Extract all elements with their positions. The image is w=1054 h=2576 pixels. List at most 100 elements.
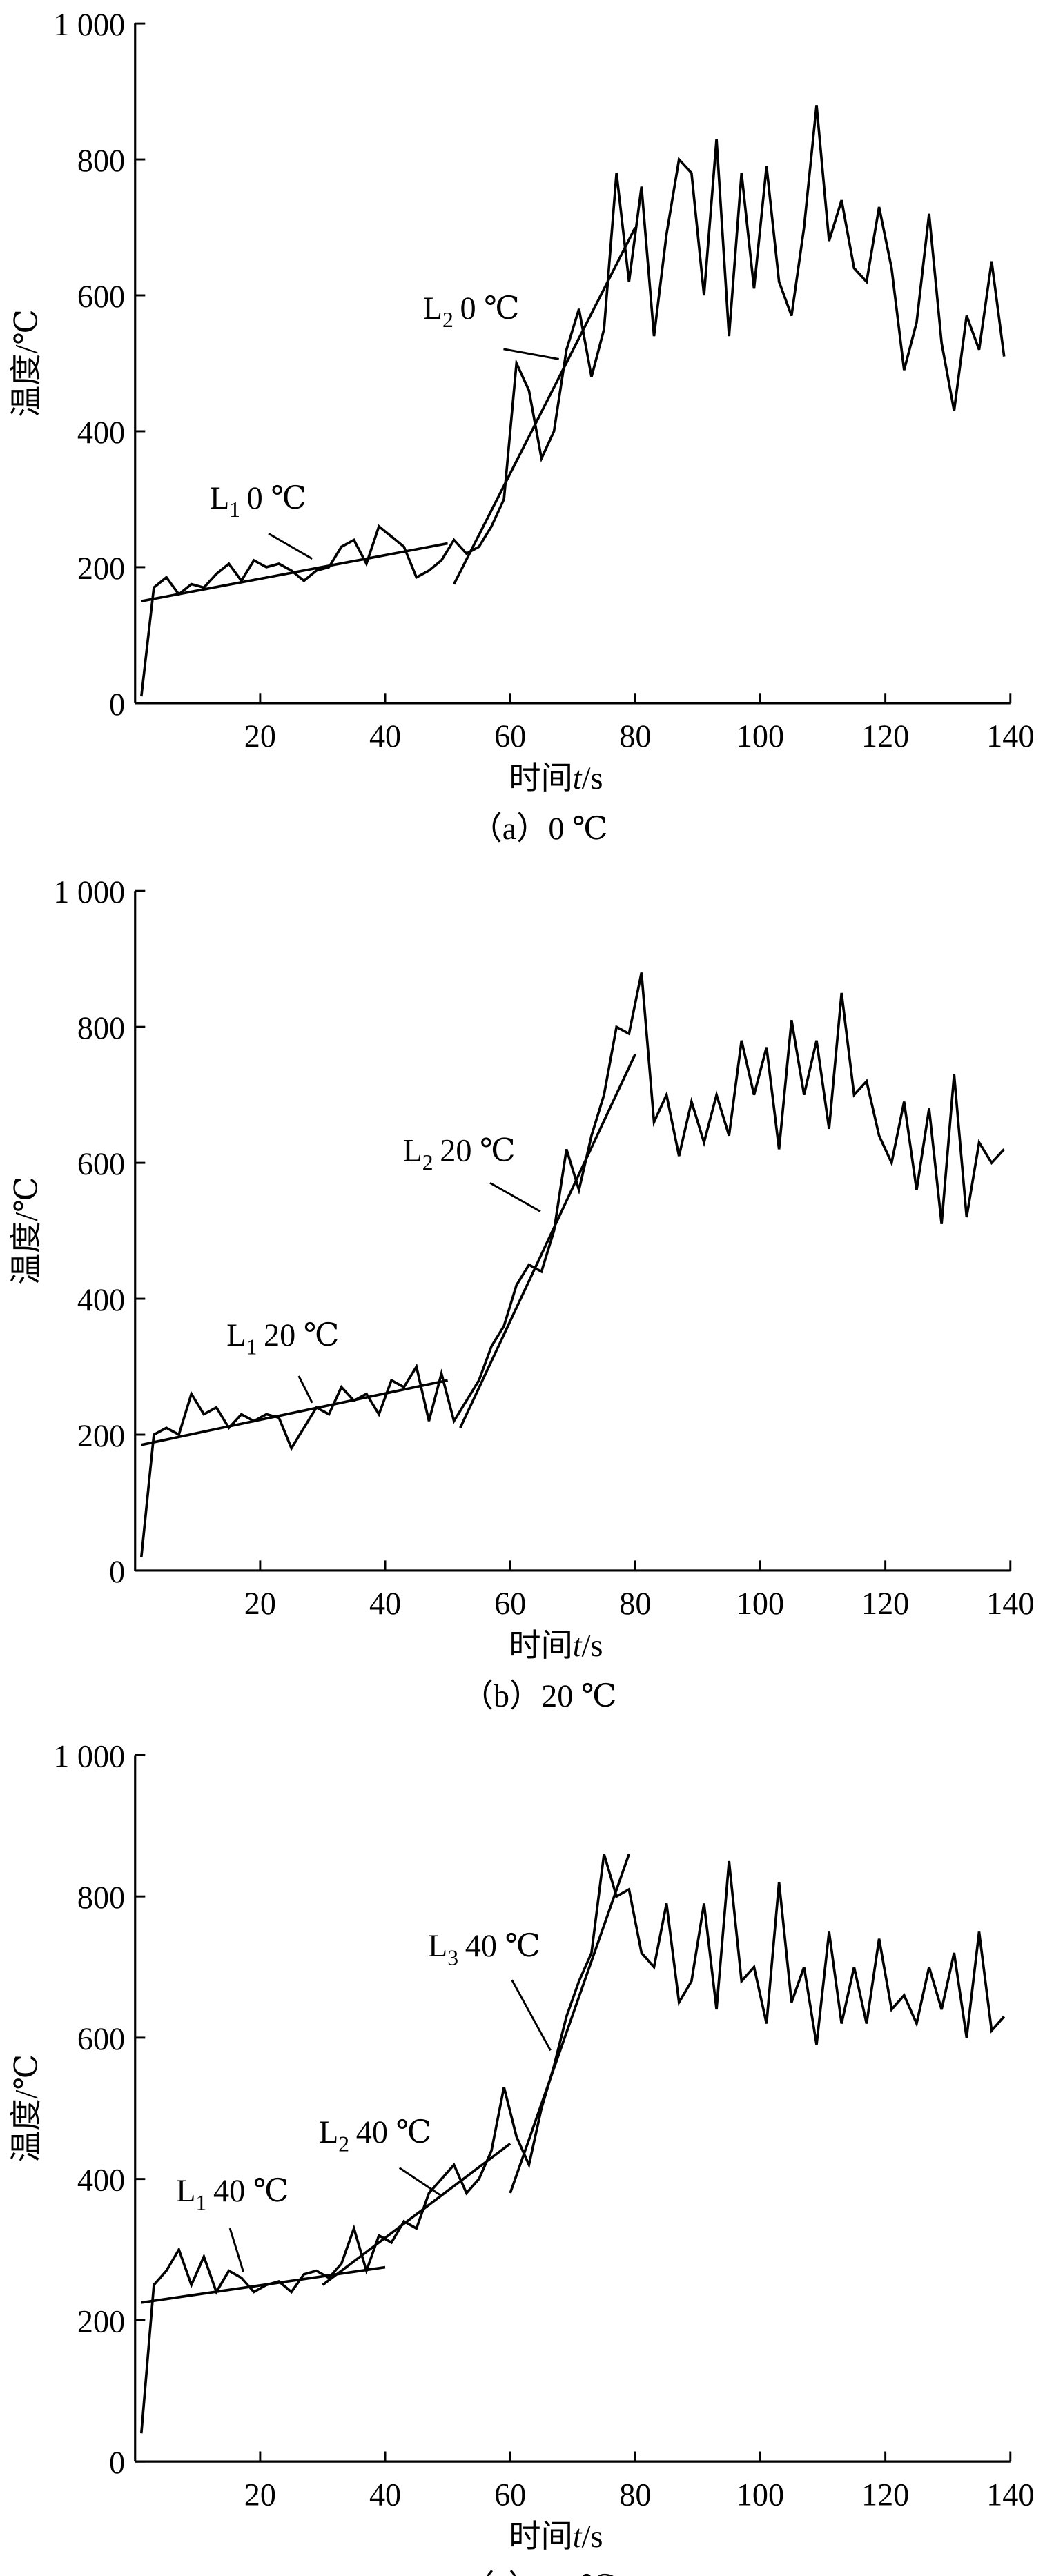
caption: （a）0 ℃ [471, 811, 608, 846]
x-tick-label: 60 [494, 1586, 526, 1621]
annotation-main: L [428, 1928, 447, 1963]
annotation: L2 20 ℃ [403, 1133, 516, 1174]
x-axis-label-part: t [573, 1628, 583, 1663]
x-axis-label-part: /s [582, 760, 603, 796]
annotation-leader [268, 533, 313, 560]
y-tick-label: 1 000 [53, 7, 125, 42]
x-tick-label: 20 [244, 1586, 276, 1621]
annotation-rest: 40 ℃ [356, 2114, 431, 2150]
data-line [139, 105, 1006, 697]
annotation-main: L [403, 1133, 422, 1168]
annotation-leader [503, 348, 559, 360]
x-tick-label: 40 [369, 2477, 401, 2512]
annotation-rest: 0 ℃ [460, 291, 519, 326]
annotation: L2 40 ℃ [319, 2114, 431, 2156]
y-tick-label: 200 [77, 551, 125, 586]
y-tick-label: 400 [77, 2163, 125, 2198]
annotation-leader [511, 1979, 552, 2052]
x-tick-label: 100 [736, 1586, 784, 1621]
x-tick-label: 140 [986, 1586, 1034, 1621]
x-tick-label: 120 [861, 718, 909, 754]
caption: （b）20 ℃ [462, 1678, 617, 1713]
x-axis-label: 时间t/s [509, 2519, 603, 2554]
annotation-rest: 40 ℃ [465, 1928, 540, 1963]
x-tick-label: 40 [369, 1586, 401, 1621]
y-tick-label: 400 [77, 415, 125, 450]
y-tick-label: 600 [77, 279, 125, 314]
x-tick-label: 60 [494, 2477, 526, 2512]
annotation-sub: 2 [442, 308, 453, 332]
annotation-sub: 1 [196, 2190, 207, 2214]
y-axis-label: 温度/℃ [8, 1177, 43, 1285]
y-tick-label: 200 [77, 2303, 125, 2339]
x-tick-label: 120 [861, 2477, 909, 2512]
y-tick-label: 1 000 [53, 874, 125, 910]
fit-line [509, 1854, 630, 2194]
y-tick-label: 600 [77, 2021, 125, 2056]
annotation-rest: 40 ℃ [213, 2173, 289, 2208]
annotation-main: L [226, 1317, 246, 1353]
y-tick-label: 1 000 [53, 1738, 125, 1773]
x-tick-label: 100 [736, 2477, 784, 2512]
x-tick-label: 20 [244, 718, 276, 754]
caption: （c）40 ℃ [462, 2569, 616, 2576]
y-tick-label: 0 [109, 2445, 125, 2480]
annotation-rest: 20 ℃ [264, 1317, 339, 1353]
y-tick-label: 0 [109, 687, 125, 722]
x-axis-label-part: t [573, 2519, 583, 2554]
y-tick-label: 800 [77, 1880, 125, 1915]
annotation: L2 0 ℃ [423, 291, 520, 332]
annotation-main: L [176, 2173, 195, 2208]
x-axis-label: 时间t/s [509, 760, 603, 796]
x-axis-label-part: 时间 [509, 2519, 572, 2554]
annotation-main: L [210, 480, 229, 515]
annotation-leader [398, 2167, 440, 2196]
annotation: L1 20 ℃ [226, 1317, 339, 1359]
x-tick-label: 140 [986, 718, 1034, 754]
y-tick-label: 800 [77, 1010, 125, 1045]
annotation: L3 40 ℃ [428, 1928, 540, 1969]
fit-line [453, 226, 636, 585]
y-axis-label: 温度/℃ [8, 309, 43, 417]
y-tick-label: 800 [77, 143, 125, 178]
x-axis-label-part: 时间 [509, 760, 572, 796]
annotation: L1 0 ℃ [210, 480, 306, 522]
fit-line [141, 542, 448, 602]
annotation-rest: 0 ℃ [247, 480, 306, 515]
data-line [139, 972, 1006, 1557]
y-tick-label: 600 [77, 1146, 125, 1181]
x-tick-label: 140 [986, 2477, 1034, 2512]
x-tick-label: 100 [736, 718, 784, 754]
annotation-sub: 1 [229, 498, 240, 522]
annotation-sub: 2 [338, 2132, 349, 2156]
x-tick-label: 40 [369, 718, 401, 754]
data-line [139, 1854, 1006, 2434]
annotation-sub: 1 [246, 1335, 257, 1359]
annotation-sub: 3 [447, 1945, 458, 1969]
x-tick-label: 80 [619, 1586, 651, 1621]
annotation-main: L [423, 291, 442, 326]
annotation-leader [489, 1182, 541, 1212]
y-tick-label: 0 [109, 1554, 125, 1589]
annotation: L1 40 ℃ [176, 2173, 289, 2214]
x-axis-label-part: /s [582, 2519, 603, 2554]
x-axis-label-part: 时间 [509, 1628, 572, 1663]
y-axis-label: 温度/℃ [8, 2054, 43, 2163]
annotation-leader [228, 2228, 244, 2272]
x-tick-label: 20 [244, 2477, 276, 2512]
x-tick-label: 120 [861, 1586, 909, 1621]
fit-line [141, 2265, 386, 2304]
x-axis-label-part: t [573, 760, 583, 796]
x-axis-label: 时间t/s [509, 1628, 603, 1663]
x-tick-label: 80 [619, 718, 651, 754]
fit-line [459, 1053, 636, 1428]
fit-line [322, 2143, 511, 2286]
x-tick-label: 60 [494, 718, 526, 754]
fit-line [141, 1379, 448, 1446]
annotation-main: L [319, 2114, 338, 2150]
annotation-sub: 2 [422, 1150, 433, 1174]
y-tick-label: 400 [77, 1282, 125, 1317]
x-axis-label-part: /s [582, 1628, 603, 1663]
